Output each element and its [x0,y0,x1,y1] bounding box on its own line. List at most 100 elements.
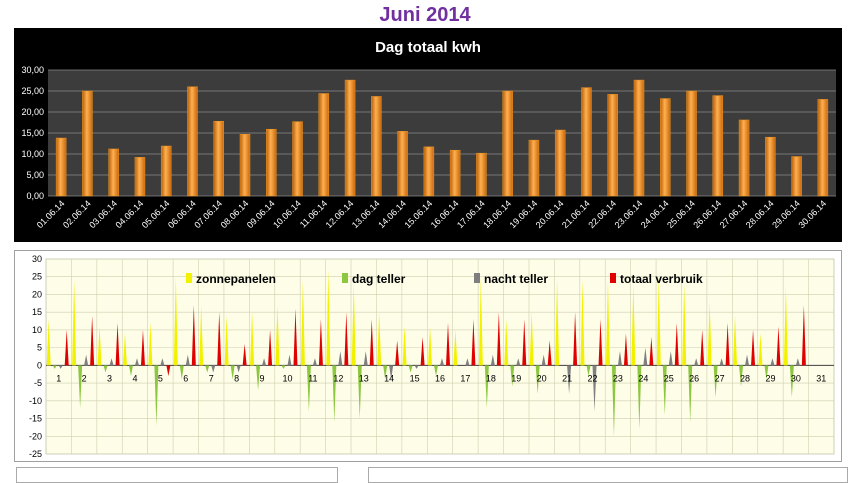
x-tick-label: 30 [791,373,801,383]
bar-zonnepanelen [97,326,102,366]
page-title: Juni 2014 [379,4,471,26]
bar-zonnepanelen [402,326,407,366]
bar-zonnepanelen [148,322,153,366]
x-tick-label: 5 [158,373,163,383]
y-tick-label: 5,00 [26,170,44,180]
bar [660,98,671,197]
bar [712,95,724,197]
bar-nacht-teller [795,358,800,366]
x-tick-label: 31 [816,373,826,383]
legend-swatch [186,273,192,283]
bar-nacht-teller [338,351,343,366]
bar-zonnepanelen [46,319,51,366]
chart-title: Dag totaal kwh [375,39,481,56]
bar-totaal-verbruik [344,312,349,366]
y-tick-label: 30,00 [21,65,44,75]
bar [134,157,146,197]
bar-nacht-teller [694,358,699,366]
x-tick-label: 26 [689,373,699,383]
bar-totaal-verbruik [115,322,120,366]
bar-totaal-verbruik [166,365,171,376]
bar-nacht-teller [414,365,419,369]
y-tick-label: -20 [29,431,42,441]
legend-swatch [474,273,480,283]
y-tick-label: 20,00 [21,107,44,117]
bar-dag-teller [535,365,540,394]
bar [817,99,829,197]
bar-dag-teller [688,365,693,423]
x-tick-label: 11 [308,373,317,383]
bar-nacht-teller [490,354,495,366]
bar-zonnepanelen [504,319,509,366]
bar-zonnepanelen [555,280,560,366]
bar-dag-teller [52,365,57,369]
y-tick-label: 0,00 [26,191,44,201]
bar-nacht-teller [643,347,648,366]
x-tick-label: 3 [107,373,112,383]
bar-zonnepanelen [275,305,280,366]
bar-nacht-teller [516,358,521,366]
bar-totaal-verbruik [776,326,781,366]
y-tick-label: 30 [32,254,42,264]
x-tick-label: 9 [260,373,265,383]
bar-totaal-verbruik [674,322,679,366]
bar-totaal-verbruik [64,329,69,366]
bar-totaal-verbruik [801,305,806,366]
bar-nacht-teller [287,354,292,366]
bar-dag-teller [357,365,362,419]
bar-nacht-teller [465,358,470,366]
bar [476,152,487,197]
bar-zonnepanelen [377,312,382,366]
y-tick-label: 20 [32,289,42,299]
bar-totaal-verbruik [242,344,247,366]
y-tick-label: 15,00 [21,128,44,138]
bar-dag-teller [179,365,184,380]
bar-zonnepanelen [783,287,788,366]
y-tick-label: 25,00 [21,86,44,96]
bar [55,137,67,197]
bar [423,146,435,197]
bar-totaal-verbruik [649,337,654,366]
bar-dag-teller [103,365,108,373]
bar-dag-teller [764,365,769,380]
bar-zonnepanelen [529,312,534,366]
bar-nacht-teller [236,365,241,373]
bar-dag-teller [662,365,667,415]
y-tick-label: -10 [29,396,42,406]
bar-nacht-teller [745,354,750,366]
bar-zonnepanelen [605,280,610,366]
y-tick-label: 0 [37,360,42,370]
bar-nacht-teller [211,365,216,373]
bar-dag-teller [789,365,794,398]
bar-zonnepanelen [428,326,432,366]
bar-nacht-teller [58,365,63,369]
x-tick-label: 25 [664,373,674,383]
bottom-right-panel [368,467,848,483]
x-tick-label: 4 [132,373,137,383]
bar-totaal-verbruik [268,329,273,366]
legend-label: zonnepanelen [196,272,276,286]
x-tick-label: 12 [333,373,343,383]
bar-dag-teller [586,365,591,376]
bar-dag-teller [434,365,438,376]
y-tick-label: -5 [34,378,42,388]
y-tick-label: 15 [32,307,42,317]
x-tick-label: 21 [562,373,572,383]
bar-dag-teller [408,365,413,373]
bar [738,119,750,197]
bar [528,139,540,197]
bar-nacht-teller [262,358,267,366]
bottom-left-panel [16,467,338,483]
bar-zonnepanelen [300,280,305,366]
bar-dag-teller [332,365,337,423]
bar [108,148,119,197]
bar-totaal-verbruik [496,312,501,366]
bar-zonnepanelen [733,315,738,366]
bar-nacht-teller [592,365,597,412]
bar [371,96,382,197]
bar-nacht-teller [668,351,673,366]
bar-zonnepanelen [173,276,178,366]
bar-dag-teller [510,365,515,387]
x-tick-label: 17 [460,373,470,383]
bar [607,94,618,197]
